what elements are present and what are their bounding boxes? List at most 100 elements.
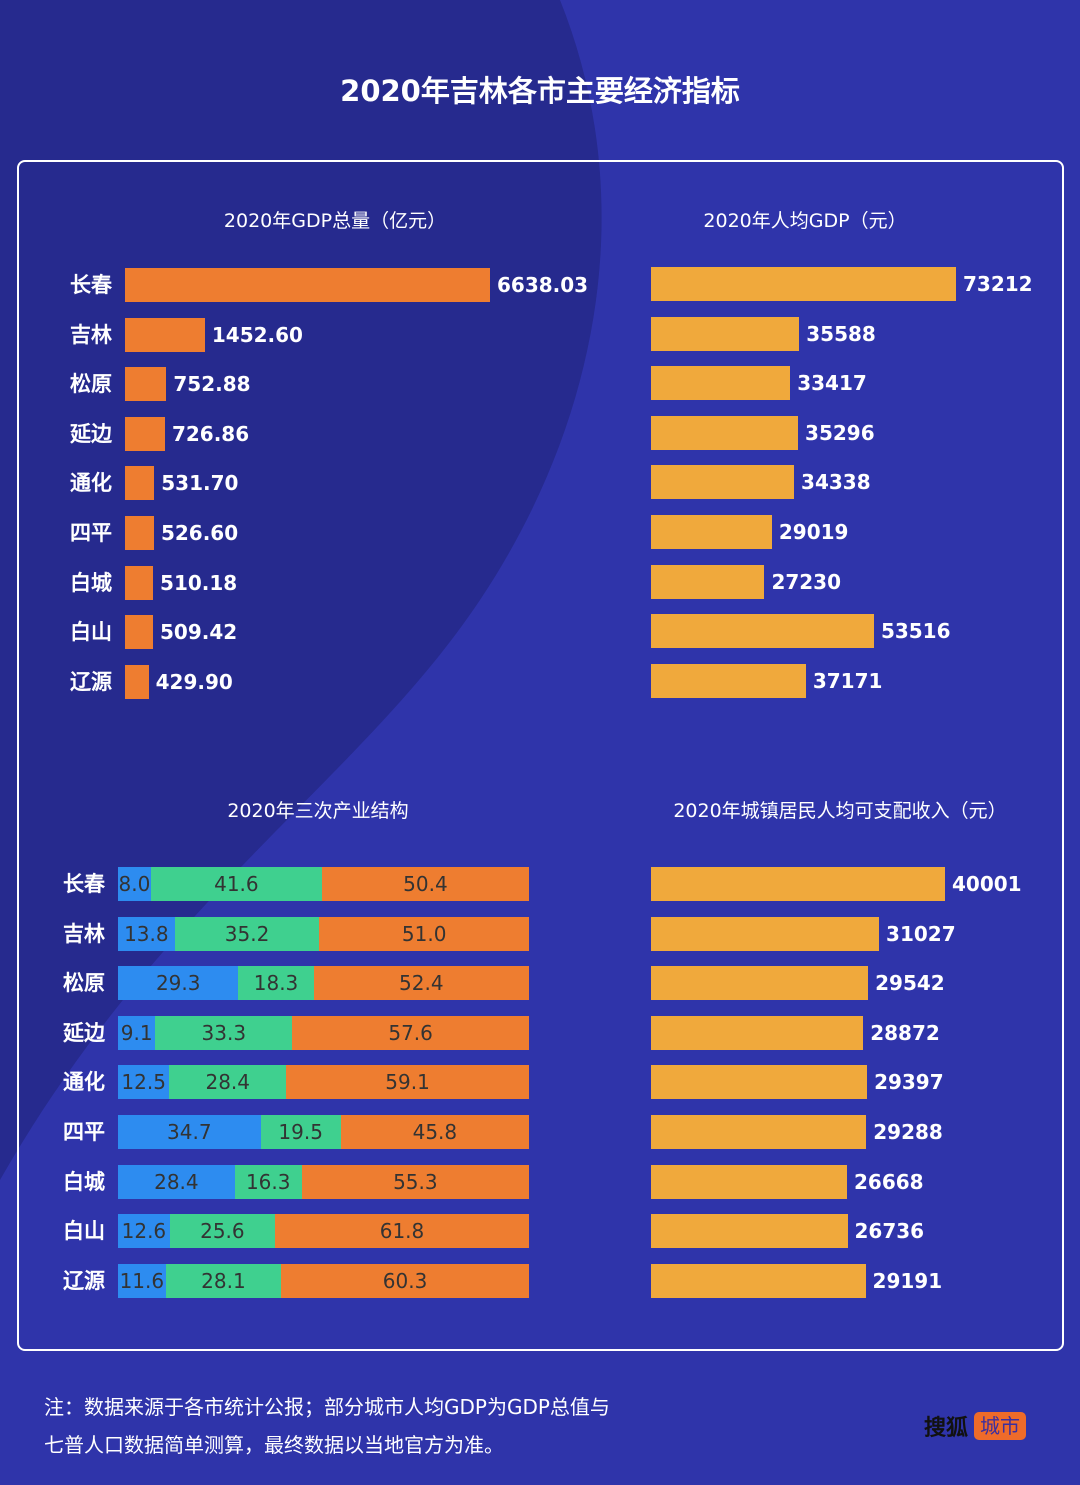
stacked-segment: 55.3 [301, 1164, 529, 1199]
category-label: 四平 [70, 521, 112, 545]
category-label: 长春 [63, 872, 105, 896]
category-label: 白山 [63, 1219, 105, 1244]
bar [651, 564, 765, 599]
stacked-segment: 52.4 [313, 966, 529, 1001]
data-label: 26736 [854, 1219, 925, 1244]
data-label: 510.18 [160, 570, 238, 595]
category-label: 白山 [70, 620, 112, 645]
stacked-segment: 13.8 [118, 916, 175, 951]
stacked-segment: 57.6 [292, 1015, 529, 1050]
bar [651, 1065, 868, 1100]
page-title: 2020年吉林各市主要经济指标 [340, 74, 740, 108]
data-label: 526.60 [160, 521, 239, 545]
logo-tag: 城市 [974, 1412, 1027, 1440]
chart-panel [17, 160, 1064, 1351]
data-label: 27230 [771, 569, 842, 594]
data-label: 429.90 [155, 669, 233, 694]
stacked-segment: 18.3 [238, 966, 314, 1001]
bar [651, 1263, 866, 1298]
category-label: 通化 [63, 1070, 105, 1095]
data-label: 35588 [806, 321, 876, 346]
data-label: 33417 [797, 371, 867, 396]
bar [651, 916, 880, 951]
data-label: 73212 [963, 272, 1033, 296]
bar [125, 367, 167, 402]
bar [651, 614, 874, 649]
stacked-segment: 33.3 [155, 1015, 293, 1050]
bar [125, 466, 155, 501]
stacked-segment: 12.5 [118, 1065, 170, 1100]
data-label: 28872 [870, 1020, 940, 1045]
chart-title: 2020年GDP总量（亿元） [223, 210, 447, 232]
stacked-segment: 25.6 [169, 1214, 275, 1249]
stacked-segment: 8.0 [118, 867, 151, 901]
stacked-segment: 28.4 [118, 1164, 235, 1199]
bar [651, 465, 795, 500]
data-label: 37171 [812, 668, 883, 693]
bar [651, 1115, 867, 1149]
category-label: 长春 [70, 273, 112, 297]
data-label: 35296 [805, 420, 875, 445]
footnote-line-2: 七普人口数据简单测算，最终数据以当地官方为准。 [44, 1433, 504, 1457]
stacked-segment: 12.6 [118, 1214, 170, 1249]
category-label: 白城 [70, 570, 112, 595]
chart-title: 2020年三次产业结构 [227, 800, 409, 822]
stacked-segment: 41.6 [150, 867, 322, 901]
data-label: 29542 [875, 971, 945, 996]
category-label: 延边 [70, 421, 112, 446]
category-label: 通化 [70, 471, 112, 496]
bar [651, 415, 799, 450]
footnote: 注：数据来源于各市统计公报；部分城市人均GDP为GDP总值与 七普人口数据简单测… [44, 1388, 610, 1464]
data-label: 26668 [854, 1169, 924, 1194]
data-label: 752.88 [173, 372, 251, 397]
category-label: 白城 [63, 1169, 105, 1194]
bar [125, 565, 154, 600]
stacked-segment: 35.2 [174, 916, 320, 951]
data-label: 29191 [872, 1268, 943, 1293]
stacked-segment: 28.4 [169, 1065, 287, 1100]
bar [125, 516, 154, 550]
footnote-line-1: 注：数据来源于各市统计公报；部分城市人均GDP为GDP总值与 [44, 1395, 610, 1419]
bar [125, 268, 490, 302]
data-label: 1452.60 [211, 322, 303, 347]
category-label: 辽源 [63, 1268, 105, 1293]
bar [651, 267, 956, 301]
stacked-segment: 50.4 [321, 867, 529, 901]
category-label: 吉林 [63, 921, 105, 946]
stacked-segment: 29.3 [118, 966, 239, 1001]
category-label: 吉林 [70, 322, 112, 347]
data-label: 531.70 [161, 471, 239, 496]
data-label: 29288 [873, 1120, 943, 1144]
logo-main: 搜狐 [924, 1416, 969, 1441]
stacked-segment: 28.1 [165, 1263, 282, 1298]
category-label: 辽源 [70, 669, 112, 694]
sohu-city-logo: 搜狐 城市 [924, 1410, 1027, 1442]
stacked-segment: 11.6 [118, 1263, 166, 1298]
bar [651, 1015, 864, 1050]
bar [125, 317, 205, 352]
stacked-segment: 19.5 [260, 1115, 341, 1149]
bar [125, 664, 149, 699]
bar [651, 663, 806, 698]
data-label: 34338 [801, 470, 871, 495]
bar [651, 316, 800, 351]
bar [651, 1164, 847, 1199]
stacked-segment: 34.7 [118, 1115, 261, 1149]
stacked-segment: 9.1 [118, 1015, 156, 1050]
stacked-segment: 16.3 [234, 1164, 302, 1199]
data-label: 6638.03 [497, 273, 589, 297]
bar [651, 515, 772, 549]
data-label: 40001 [952, 872, 1022, 896]
data-label: 31027 [886, 921, 956, 946]
stacked-segment: 61.8 [275, 1214, 529, 1249]
bar [651, 867, 945, 901]
stacked-segment: 59.1 [286, 1065, 529, 1100]
category-label: 延边 [63, 1020, 105, 1045]
bar [651, 366, 791, 401]
bar [125, 416, 165, 451]
chart-title: 2020年城镇居民人均可支配收入（元） [673, 800, 1007, 822]
category-label: 松原 [70, 372, 112, 397]
data-label: 29019 [778, 520, 849, 544]
stacked-segment: 45.8 [340, 1115, 529, 1149]
